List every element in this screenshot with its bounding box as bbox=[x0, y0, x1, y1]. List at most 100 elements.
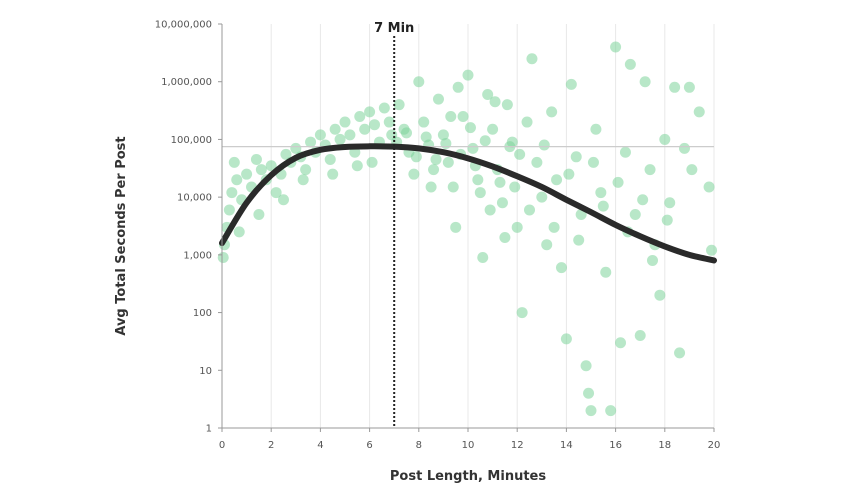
y-tick-label: 100 bbox=[193, 308, 212, 319]
scatter-point bbox=[669, 81, 681, 93]
scatter-point bbox=[496, 197, 508, 209]
scatter-point bbox=[364, 106, 376, 118]
scatter-point bbox=[420, 131, 432, 143]
scatter-point bbox=[580, 360, 592, 372]
scatter-point bbox=[624, 58, 636, 70]
scatter-point bbox=[706, 244, 718, 256]
scatter-point bbox=[334, 133, 346, 145]
scatter-point bbox=[425, 181, 437, 193]
scatter-point bbox=[300, 164, 312, 176]
y-axis-title: Avg Total Seconds Per Post bbox=[114, 136, 129, 335]
scatter-point bbox=[462, 69, 474, 81]
scatter-point bbox=[686, 164, 698, 176]
scatter-point bbox=[440, 138, 452, 150]
x-tick-label: 14 bbox=[560, 440, 573, 451]
scatter-point bbox=[250, 153, 262, 165]
scatter-point bbox=[339, 116, 351, 128]
scatter-point bbox=[482, 89, 494, 101]
scatter-point bbox=[366, 156, 378, 168]
scatter-point bbox=[551, 174, 563, 186]
scatter-point bbox=[501, 99, 513, 111]
scatter-point bbox=[430, 153, 442, 165]
scatter-point bbox=[290, 142, 302, 154]
scatter-point bbox=[253, 209, 265, 221]
scatter-point bbox=[437, 129, 449, 141]
scatter-point bbox=[472, 174, 484, 186]
scatter-point bbox=[445, 110, 457, 122]
scatter-point bbox=[344, 129, 356, 141]
scatter-point bbox=[555, 262, 567, 274]
scatter-point bbox=[327, 168, 339, 180]
scatter-point bbox=[570, 151, 582, 163]
x-axis-title: Post Length, Minutes bbox=[390, 469, 546, 484]
scatter-point bbox=[354, 110, 366, 122]
x-tick-label: 16 bbox=[609, 440, 622, 451]
scatter-point bbox=[467, 142, 479, 154]
scatter-point bbox=[674, 347, 686, 359]
x-tick-label: 2 bbox=[268, 440, 274, 451]
x-tick-label: 0 bbox=[219, 440, 225, 451]
scatter-point bbox=[546, 106, 558, 118]
scatter-point bbox=[410, 151, 422, 163]
scatter-point bbox=[324, 153, 336, 165]
x-tick-label: 6 bbox=[366, 440, 372, 451]
scatter-point bbox=[703, 181, 715, 193]
scatter-point bbox=[565, 78, 577, 90]
scatter-point bbox=[479, 135, 491, 147]
scatter-point bbox=[634, 330, 646, 342]
scatter-point bbox=[217, 251, 229, 263]
scatter-point bbox=[639, 76, 651, 88]
points-layer bbox=[217, 41, 718, 417]
scatter-point bbox=[489, 96, 501, 108]
scatter-point bbox=[487, 123, 499, 135]
scatter-point bbox=[413, 76, 425, 88]
scatter-point bbox=[329, 123, 341, 135]
scatter-point bbox=[383, 116, 395, 128]
scatter-point bbox=[563, 168, 575, 180]
scatter-point bbox=[541, 239, 553, 251]
scatter-point bbox=[452, 81, 464, 93]
x-tick-label: 10 bbox=[462, 440, 475, 451]
scatter-point bbox=[511, 221, 523, 233]
scatter-point bbox=[280, 148, 292, 160]
scatter-point bbox=[654, 289, 666, 301]
scatter-point bbox=[231, 174, 243, 186]
scatter-point bbox=[450, 221, 462, 233]
scatter-point bbox=[661, 214, 673, 226]
fitted-curve bbox=[219, 143, 717, 264]
scatter-point bbox=[418, 116, 430, 128]
scatter-point bbox=[612, 176, 624, 188]
scatter-point bbox=[457, 110, 469, 122]
scatter-point bbox=[647, 254, 658, 266]
scatter-point bbox=[474, 187, 486, 199]
scatter-point bbox=[378, 102, 390, 114]
scatter-point bbox=[637, 194, 649, 206]
curve-layer bbox=[219, 143, 717, 264]
scatter-point bbox=[228, 156, 240, 168]
scatter-point bbox=[401, 127, 412, 139]
scatter-point bbox=[560, 333, 572, 345]
scatter-point bbox=[477, 251, 489, 263]
x-tick-label: 4 bbox=[317, 440, 323, 451]
scatter-point bbox=[369, 119, 381, 131]
scatter-point bbox=[583, 387, 595, 399]
scatter-point bbox=[270, 187, 282, 199]
scatter-point bbox=[393, 99, 405, 111]
scatter-point bbox=[610, 41, 622, 53]
y-tick-label: 1,000 bbox=[183, 250, 212, 261]
y-tick-label: 10,000 bbox=[177, 193, 212, 204]
scatter-point bbox=[297, 174, 309, 186]
scatter-point bbox=[548, 221, 560, 233]
scatter-point bbox=[408, 168, 420, 180]
scatter-point bbox=[314, 129, 326, 141]
scatter-point bbox=[597, 200, 609, 212]
scatter-point bbox=[255, 164, 267, 176]
scatter-point bbox=[629, 209, 641, 221]
scatter-point bbox=[619, 146, 631, 158]
scatter-point bbox=[693, 106, 705, 118]
scatter-point bbox=[521, 116, 533, 128]
scatter-point bbox=[226, 187, 238, 199]
annotation-label: 7 Min bbox=[374, 21, 414, 36]
